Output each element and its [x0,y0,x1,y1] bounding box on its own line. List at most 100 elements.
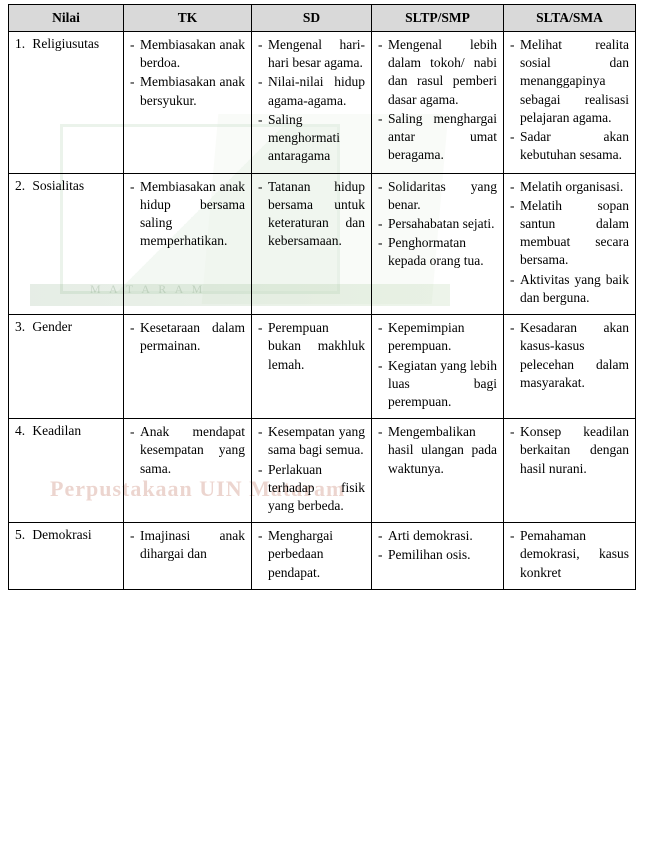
list-item-text: Kesadaran akan kasus-kasus pelecehan dal… [520,319,629,392]
list-item-text: Penghormatan kepada orang tua. [388,234,497,270]
cell-slta: -Melihat realita sosial dan menanggapiny… [504,32,636,174]
cell-list: -Kepemimpian perempuan.-Kegiatan yang le… [378,319,497,411]
bullet-dash: - [258,423,268,459]
cell-list: -Mengenal lebih dalam tokoh/ nabi dan ra… [378,36,497,165]
list-item-text: Mengenal hari-hari besar agama. [268,36,365,72]
col-header-slta: SLTA/SMA [504,5,636,32]
list-item-text: Kegiatan yang lebih luas bagi perempuan. [388,357,497,412]
list-item-text: Imajinasi anak dihargai dan [140,527,245,563]
list-item-text: Kesempatan yang sama bagi semua. [268,423,365,459]
cell-sd: -Menghargai perbedaan pendapat. [252,523,372,590]
list-item: -Pemilihan osis. [378,546,497,564]
list-item: -Kegiatan yang lebih luas bagi perempuan… [378,357,497,412]
cell-tk: -Anak mendapat kesempatan yang sama. [124,419,252,523]
cell-slta: -Kesadaran akan kasus-kasus pelecehan da… [504,315,636,419]
col-header-sltp: SLTP/SMP [372,5,504,32]
cell-list: -Tatanan hidup bersama untuk keteraturan… [258,178,365,251]
list-item-text: Melihat realita sosial dan menanggapinya… [520,36,629,127]
list-item-text: Kepemimpian perempuan. [388,319,497,355]
list-item: -Kesempatan yang sama bagi semua. [258,423,365,459]
list-item-text: Solidaritas yang benar. [388,178,497,214]
cell-sltp: -Arti demokrasi.-Pemilihan osis. [372,523,504,590]
nilai-label: Demokrasi [29,527,92,542]
list-item: -Menghargai perbedaan pendapat. [258,527,365,582]
list-item-text: Membiasakan anak hidup bersama saling me… [140,178,245,251]
bullet-dash: - [258,36,268,72]
list-item: -Perempuan bukan makhluk lemah. [258,319,365,374]
list-item-text: Melatih organisasi. [520,178,629,196]
bullet-dash: - [130,423,140,478]
table-body: 1. Religiusutas-Membiasakan anak berdoa.… [9,32,636,590]
list-item: -Kesetaraan dalam permainan. [130,319,245,355]
list-item-text: Membiasakan anak bersyukur. [140,73,245,109]
cell-tk: -Kesetaraan dalam permainan. [124,315,252,419]
cell-nilai: 5. Demokrasi [9,523,124,590]
bullet-dash: - [378,527,388,545]
cell-list: -Konsep keadilan berkaitan dengan hasil … [510,423,629,478]
table-row: 3. Gender-Kesetaraan dalam permainan. -Pe… [9,315,636,419]
row-number: 1. [15,36,29,52]
table-header-row: Nilai TK SD SLTP/SMP SLTA/SMA [9,5,636,32]
bullet-dash: - [258,319,268,374]
list-item: -Membiasakan anak berdoa. [130,36,245,72]
bullet-dash: - [258,527,268,582]
list-item: -Aktivitas yang baik dan berguna. [510,271,629,307]
bullet-dash: - [130,527,140,563]
list-item-text: Saling menghargai antar umat beragama. [388,110,497,165]
nilai-label: Religiusutas [29,36,99,51]
list-item: -Kesadaran akan kasus-kasus pelecehan da… [510,319,629,392]
bullet-dash: - [510,319,520,392]
list-item-text: Konsep keadilan berkaitan dengan hasil n… [520,423,629,478]
cell-list: -Pemahaman demokrasi, kasus konkret [510,527,629,582]
list-item-text: Menghargai perbedaan pendapat. [268,527,365,582]
cell-list: -Mengembalikan hasil ulangan pada waktun… [378,423,497,478]
cell-list: -Membiasakan anak berdoa.-Membiasakan an… [130,36,245,110]
bullet-dash: - [258,73,268,109]
bullet-dash: - [258,461,268,516]
cell-sd: -Tatanan hidup bersama untuk keteraturan… [252,173,372,315]
bullet-dash: - [378,234,388,270]
list-item: -Membiasakan anak bersyukur. [130,73,245,109]
cell-slta: -Melatih organisasi.-Melatih sopan santu… [504,173,636,315]
bullet-dash: - [378,423,388,478]
cell-sltp: -Mengenal lebih dalam tokoh/ nabi dan ra… [372,32,504,174]
bullet-dash: - [510,423,520,478]
cell-list: -Menghargai perbedaan pendapat. [258,527,365,582]
bullet-dash: - [510,178,520,196]
list-item-text: Nilai-nilai hidup agama-agama. [268,73,365,109]
list-item-text: Pemahaman demokrasi, kasus konkret [520,527,629,582]
bullet-dash: - [130,73,140,109]
list-item-text: Membiasakan anak berdoa. [140,36,245,72]
list-item: -Tatanan hidup bersama untuk keteraturan… [258,178,365,251]
list-item: -Sadar akan kebutuhan sesama. [510,128,629,164]
cell-nilai: 4. Keadilan [9,419,124,523]
list-item: -Nilai-nilai hidup agama-agama. [258,73,365,109]
col-header-tk: TK [124,5,252,32]
bullet-dash: - [510,128,520,164]
list-item: -Imajinasi anak dihargai dan [130,527,245,563]
cell-list: -Membiasakan anak hidup bersama saling m… [130,178,245,251]
cell-sltp: -Solidaritas yang benar.-Persahabatan se… [372,173,504,315]
list-item-text: Perlakuan terhadap fisik yang berbeda. [268,461,365,516]
bullet-dash: - [378,36,388,109]
nilai-label: Sosialitas [29,178,84,193]
cell-tk: -Imajinasi anak dihargai dan [124,523,252,590]
cell-list: -Anak mendapat kesempatan yang sama. [130,423,245,478]
bullet-dash: - [258,178,268,251]
cell-sltp: -Mengembalikan hasil ulangan pada waktun… [372,419,504,523]
bullet-dash: - [510,527,520,582]
cell-list: -Solidaritas yang benar.-Persahabatan se… [378,178,497,271]
bullet-dash: - [378,319,388,355]
cell-tk: -Membiasakan anak hidup bersama saling m… [124,173,252,315]
list-item: -Saling menghargai antar umat beragama. [378,110,497,165]
cell-nilai: 3. Gender [9,315,124,419]
list-item-text: Mengembalikan hasil ulangan pada waktuny… [388,423,497,478]
list-item: -Arti demokrasi. [378,527,497,545]
list-item: -Solidaritas yang benar. [378,178,497,214]
list-item: -Penghormatan kepada orang tua. [378,234,497,270]
cell-tk: -Membiasakan anak berdoa.-Membiasakan an… [124,32,252,174]
bullet-dash: - [378,357,388,412]
cell-slta: -Konsep keadilan berkaitan dengan hasil … [504,419,636,523]
cell-sd: -Kesempatan yang sama bagi semua.-Perlak… [252,419,372,523]
bullet-dash: - [378,546,388,564]
